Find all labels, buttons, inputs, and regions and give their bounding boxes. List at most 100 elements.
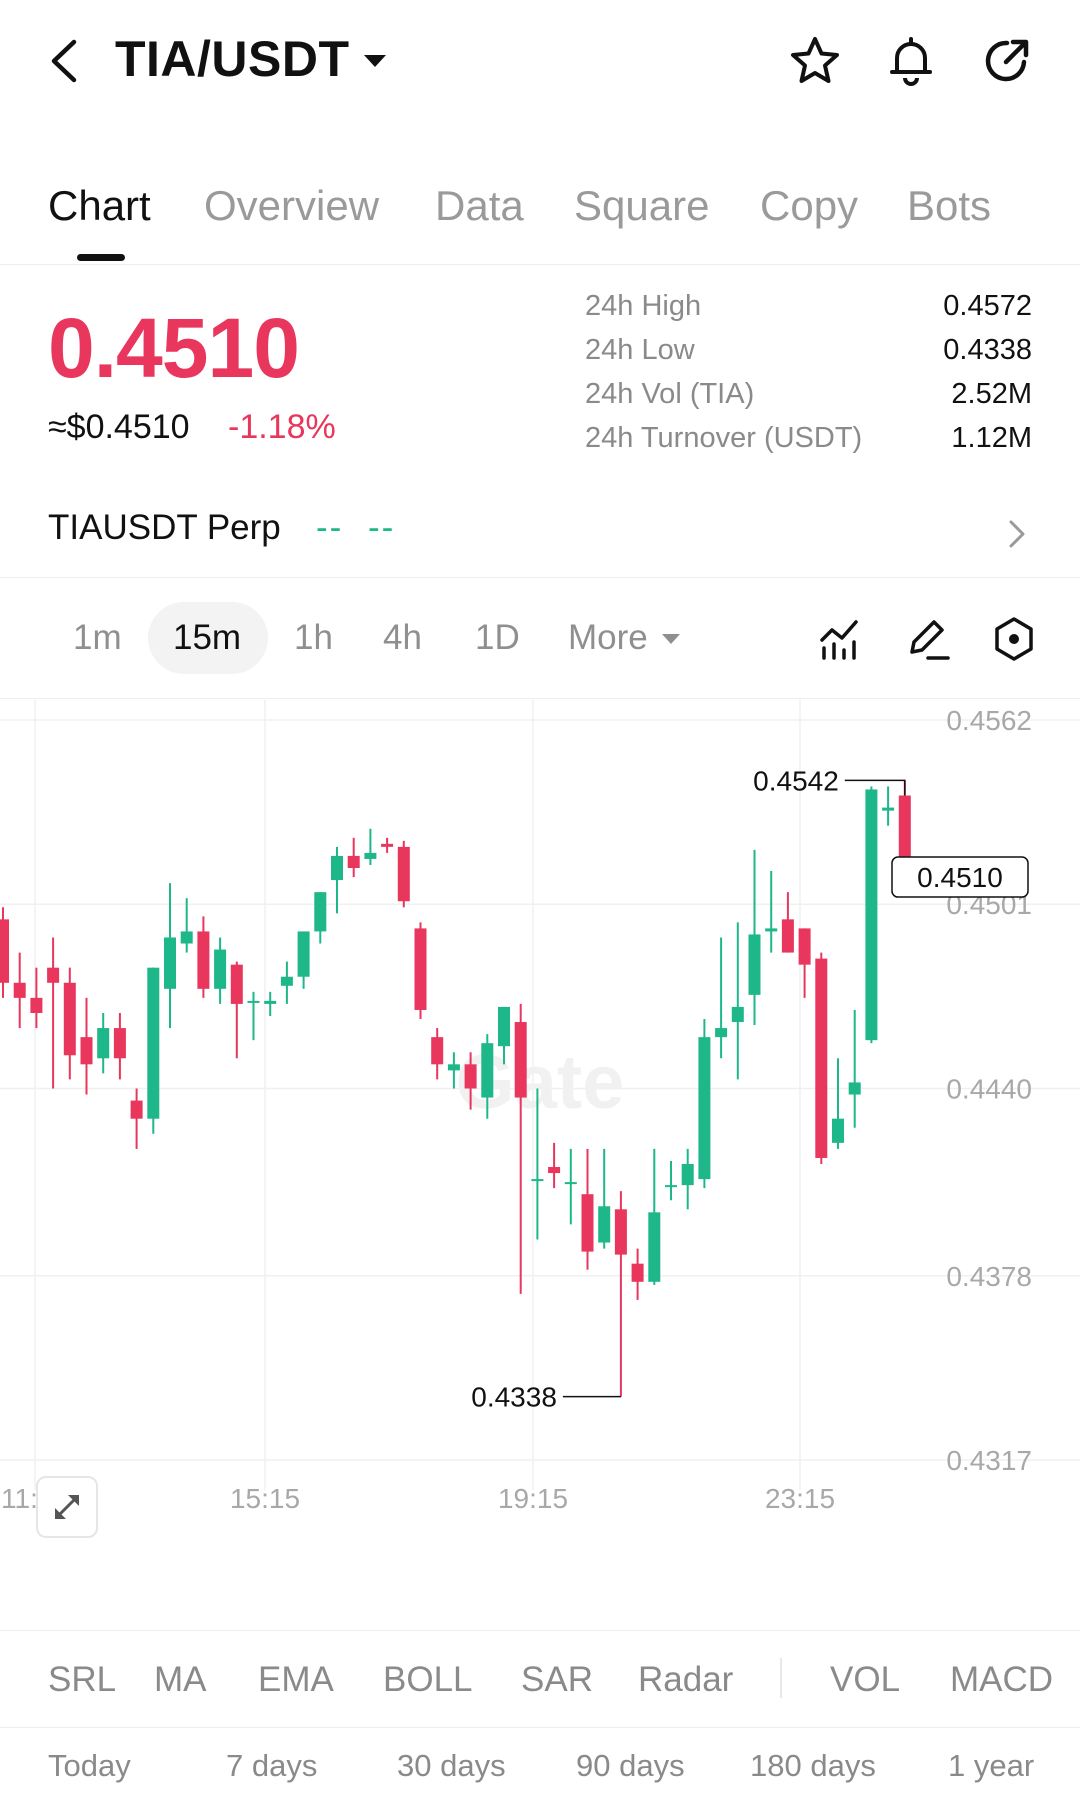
candle-body [264, 1000, 277, 1004]
candle-body [882, 807, 895, 811]
tab-overview[interactable]: Overview [204, 182, 380, 229]
price-change-percent: -1.18% [228, 408, 336, 446]
candle-body [781, 919, 794, 953]
price-markers: 0.4542 0.4338 0.4510 [471, 765, 1029, 1413]
timeframe-1d[interactable]: 1D [475, 618, 520, 657]
candle-body [230, 964, 243, 1004]
range-today[interactable]: Today [48, 1748, 131, 1783]
last-price: 0.4510 [48, 301, 300, 395]
indicator-macd[interactable]: MACD [950, 1660, 1054, 1699]
tab-chart[interactable]: Chart [48, 182, 151, 229]
timeframe-1h[interactable]: 1h [294, 618, 333, 657]
x-tick-label: 19:15 [498, 1483, 568, 1514]
stat-label-vol: 24h Vol (TIA) [585, 378, 755, 410]
bell-icon[interactable] [884, 34, 938, 88]
settings-hexagon-icon[interactable] [990, 614, 1038, 664]
candle-body [431, 1037, 444, 1065]
candle-body [414, 928, 427, 1010]
tab-bots[interactable]: Bots [907, 182, 992, 229]
stat-value-turnover: 1.12M [951, 422, 1032, 454]
candle-body [297, 931, 310, 977]
candle-body [715, 1028, 728, 1038]
indicator-icon[interactable] [816, 614, 864, 664]
candle-body [97, 1028, 110, 1059]
stat-value-vol: 2.52M [951, 378, 1032, 410]
candle-body [214, 949, 227, 989]
timeframe-15m[interactable]: 15m [173, 618, 242, 657]
stat-value-low: 0.4338 [943, 334, 1032, 366]
timeframe-1m[interactable]: 1m [73, 618, 122, 657]
range-7-days[interactable]: 7 days [226, 1748, 318, 1783]
current-price-label: 0.4510 [917, 862, 1003, 893]
stat-label-low: 24h Low [585, 334, 695, 366]
stat-label-high: 24h High [585, 290, 702, 322]
star-icon[interactable] [788, 34, 842, 88]
pencil-icon[interactable] [904, 614, 952, 664]
candle-body [130, 1100, 143, 1119]
candle-body [765, 928, 778, 932]
candle-body [514, 1022, 527, 1098]
divider [0, 1630, 1080, 1631]
candle-body [614, 1209, 627, 1255]
candle-body [197, 931, 210, 989]
indicator-srl[interactable]: SRL [48, 1660, 117, 1699]
indicator-boll[interactable]: BOLL [383, 1660, 473, 1699]
indicator-vol[interactable]: VOL [830, 1660, 901, 1699]
active-tab-indicator [77, 254, 125, 261]
candle-body [898, 795, 911, 865]
range-1-year[interactable]: 1 year [948, 1748, 1035, 1783]
candle-body [464, 1064, 477, 1089]
caret-down-icon [661, 634, 680, 644]
timeframe-4h[interactable]: 4h [383, 618, 422, 657]
candle-body [832, 1118, 844, 1143]
candle-body [63, 982, 76, 1056]
range-90-days[interactable]: 90 days [576, 1748, 685, 1783]
candle-body [364, 852, 377, 859]
tab-square[interactable]: Square [574, 182, 710, 229]
candle-body [80, 1037, 93, 1065]
candle-body [548, 1167, 561, 1174]
perp-link[interactable]: TIAUSDT Perp [48, 508, 281, 547]
expand-chart-button[interactable] [36, 1476, 98, 1538]
pair-selector[interactable]: TIA/USDT [115, 30, 386, 88]
perp-value-1: -- [316, 508, 344, 547]
indicator-radar[interactable]: Radar [638, 1660, 734, 1699]
candle-body [0, 919, 9, 983]
pair-title: TIA/USDT [115, 31, 350, 87]
candle-body [314, 892, 327, 932]
y-tick-label: 0.4378 [946, 1261, 1032, 1292]
candle-body [30, 997, 43, 1013]
candle-body [481, 1043, 494, 1098]
indicator-ema[interactable]: EMA [258, 1660, 334, 1699]
candle-body [698, 1037, 711, 1180]
high-marker-line [844, 779, 906, 796]
tab-copy[interactable]: Copy [760, 182, 859, 229]
chevron-right-icon[interactable] [1005, 514, 1029, 554]
candle-body [397, 846, 410, 902]
candle-body [681, 1164, 694, 1186]
candle-body [331, 855, 343, 881]
share-icon[interactable] [980, 34, 1034, 88]
chart-watermark: Gate [456, 1040, 625, 1125]
timeframe-more-label: More [568, 618, 648, 657]
chart-grid [0, 700, 1080, 1490]
candle-body [848, 1082, 861, 1095]
indicator-ma[interactable]: MA [154, 1660, 207, 1699]
timeframe-more-dropdown[interactable]: More [568, 618, 680, 658]
candle-body [147, 967, 160, 1119]
range-180-days[interactable]: 180 days [750, 1748, 876, 1783]
candle-body [13, 982, 26, 998]
candle-body [347, 855, 360, 868]
candle-body [731, 1006, 744, 1023]
tab-data[interactable]: Data [435, 182, 524, 229]
indicator-sar[interactable]: SAR [521, 1660, 593, 1699]
candle-body [564, 1182, 577, 1185]
candle-body [531, 1179, 544, 1182]
candles-group [0, 780, 928, 1397]
y-tick-label: 0.4440 [946, 1073, 1032, 1104]
y-tick-label: 0.4317 [946, 1445, 1032, 1476]
back-icon[interactable] [44, 36, 84, 86]
candle-body [648, 1212, 661, 1282]
range-30-days[interactable]: 30 days [397, 1748, 506, 1783]
